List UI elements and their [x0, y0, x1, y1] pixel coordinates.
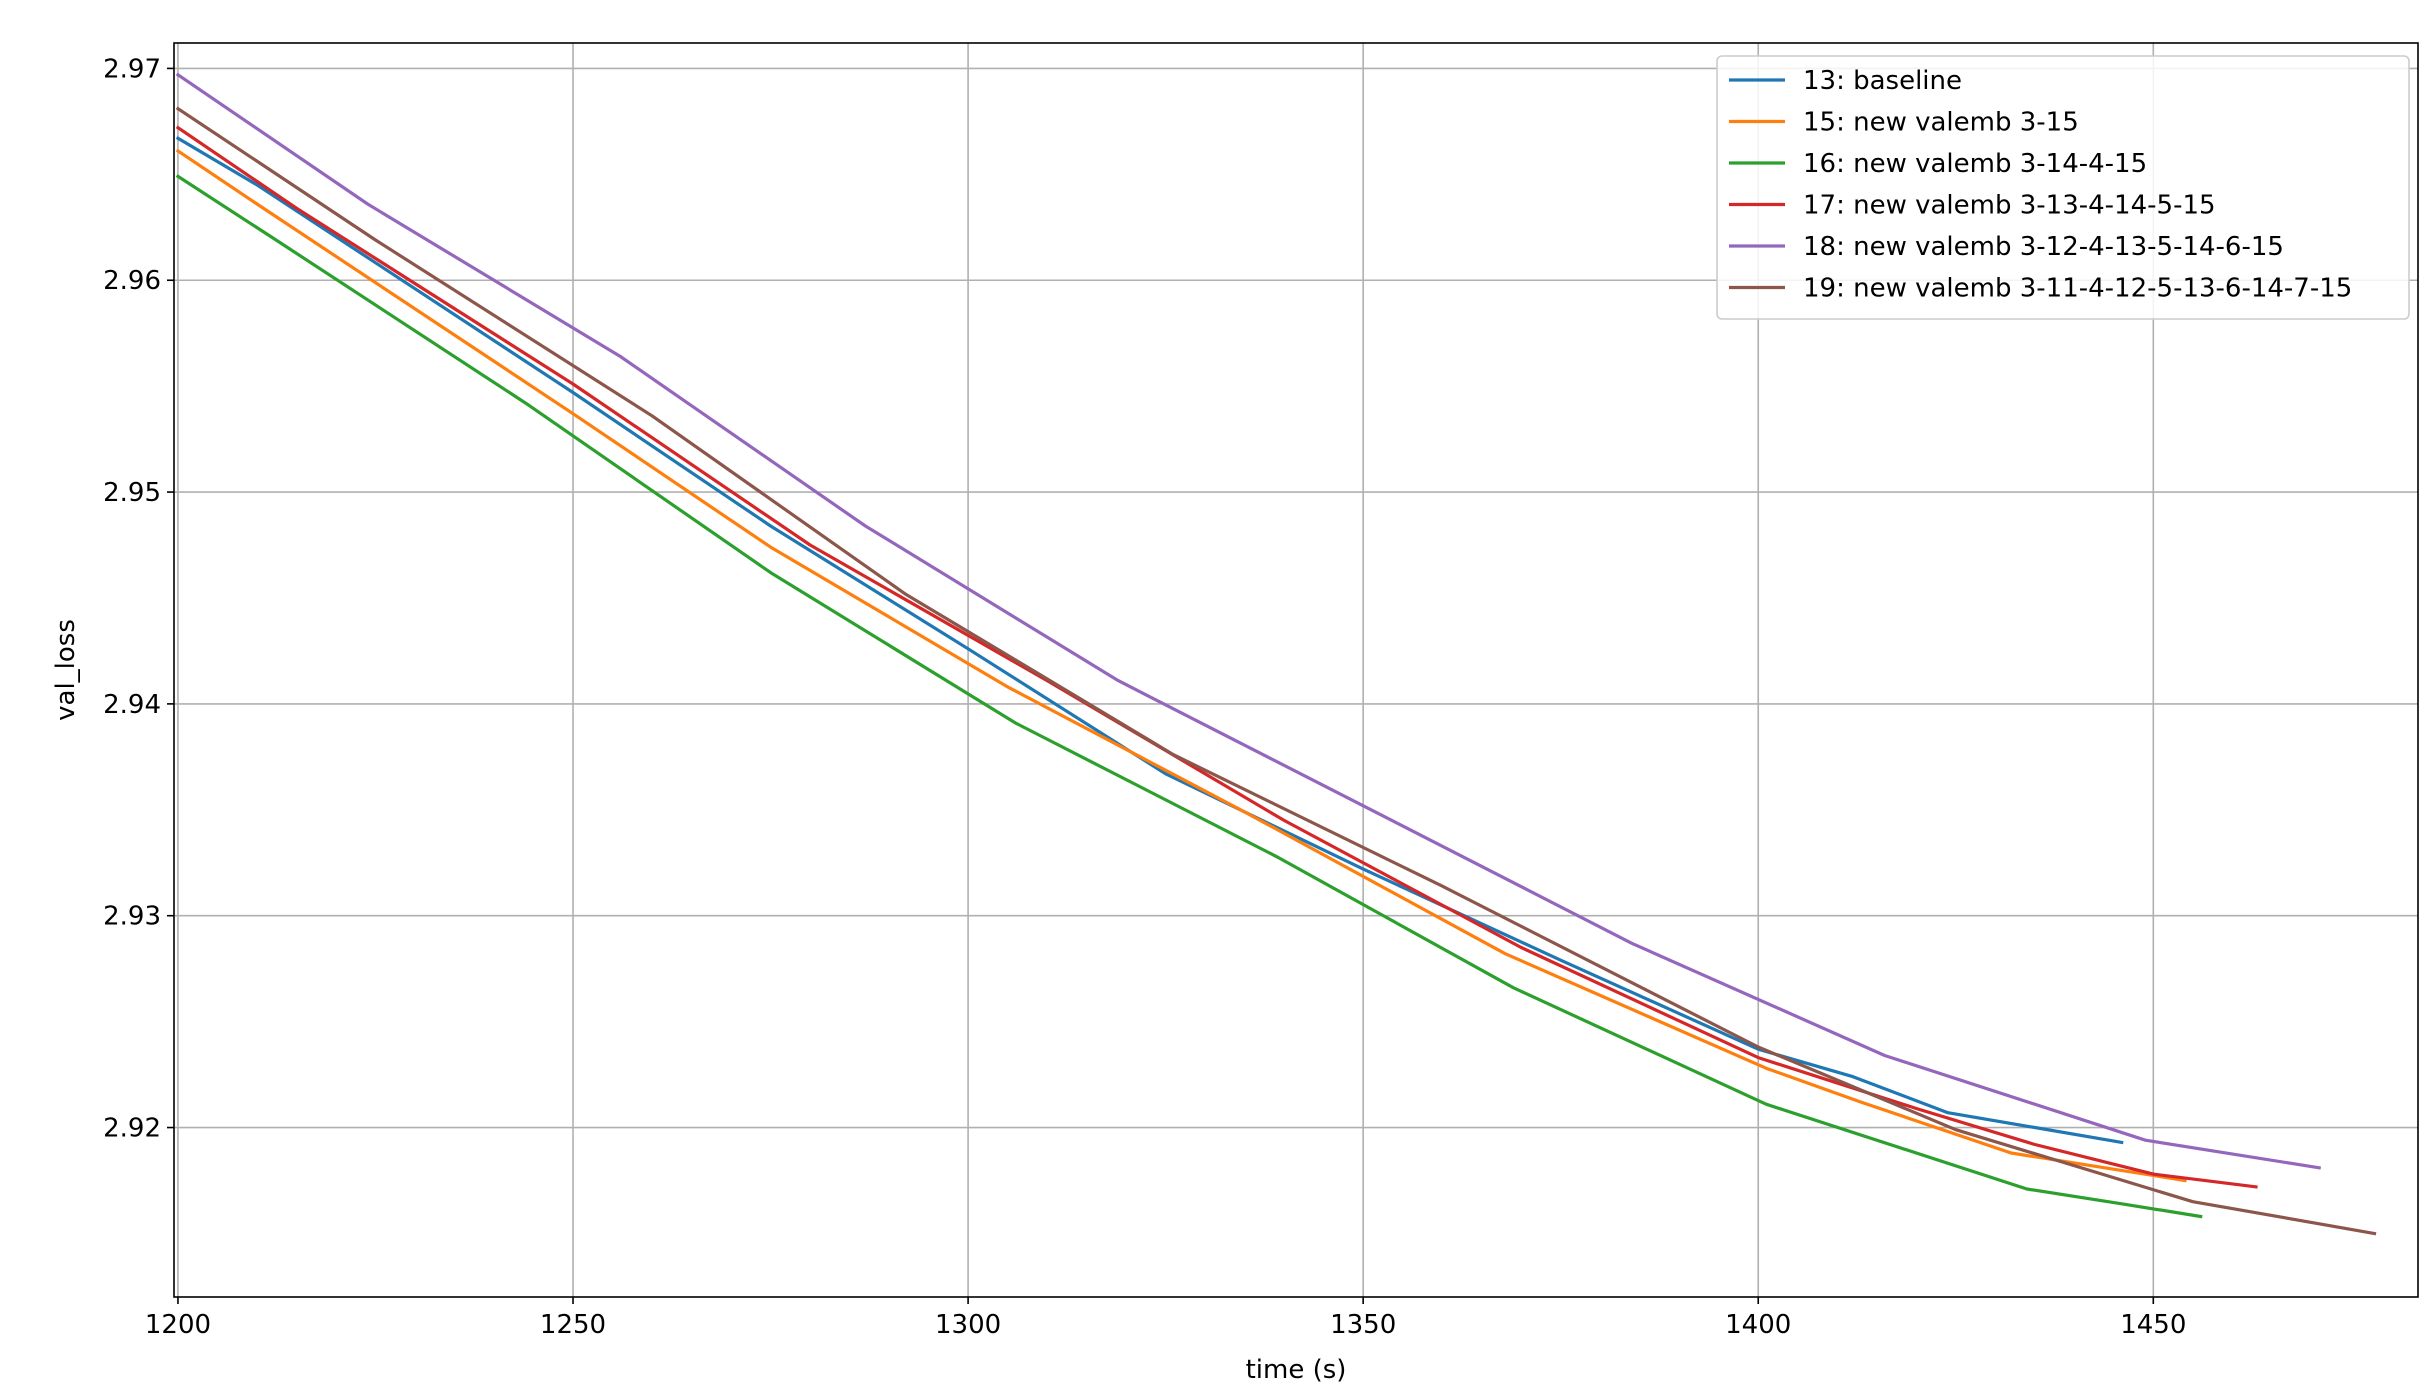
y-tick-label: 2.95	[103, 478, 161, 508]
y-tick-label: 2.96	[103, 266, 161, 296]
y-tick-label: 2.92	[103, 1114, 161, 1144]
y-tick-label: 2.94	[103, 690, 161, 720]
y-tick-label: 2.97	[103, 54, 161, 84]
series-line	[175, 72, 2322, 1170]
legend-label: 15: new valemb 3-15	[1803, 108, 2079, 138]
y-tick-label: 2.93	[103, 902, 161, 932]
legend-label: 13: baseline	[1803, 66, 1962, 96]
legend-label: 16: new valemb 3-14-4-15	[1803, 149, 2147, 179]
series-layer	[175, 72, 2377, 1236]
series-line	[175, 106, 2377, 1236]
x-axis-label: time (s)	[1246, 1355, 1347, 1385]
legend-box	[1716, 55, 2410, 320]
x-tick-label: 1350	[1330, 1310, 1396, 1340]
x-tick-label: 1300	[935, 1310, 1001, 1340]
plot-frame	[173, 42, 2419, 1298]
legend-label: 18: new valemb 3-12-4-13-5-14-6-15	[1803, 232, 2284, 262]
y-axis-label: val_loss	[51, 619, 81, 721]
x-tick-label: 1200	[145, 1310, 211, 1340]
x-tick-label: 1400	[1725, 1310, 1791, 1340]
x-axis-ticks: 1200 1250 1300 1350 1400 1450	[145, 1297, 2186, 1340]
x-tick-label: 1250	[540, 1310, 606, 1340]
series-line	[175, 174, 2203, 1219]
series-line	[175, 136, 2124, 1145]
series-line	[175, 148, 2187, 1183]
x-tick-label: 1450	[2120, 1310, 2186, 1340]
legend: 13: baseline 15: new valemb 3-15 16: new v…	[1716, 55, 2410, 320]
legend-label: 17: new valemb 3-13-4-14-5-15	[1803, 191, 2216, 221]
y-axis-ticks: 2.92 2.93 2.94 2.95 2.96 2.97	[103, 54, 174, 1144]
legend-label: 19: new valemb 3-11-4-12-5-13-6-14-7-15	[1803, 274, 2352, 304]
series-line	[175, 125, 2258, 1189]
